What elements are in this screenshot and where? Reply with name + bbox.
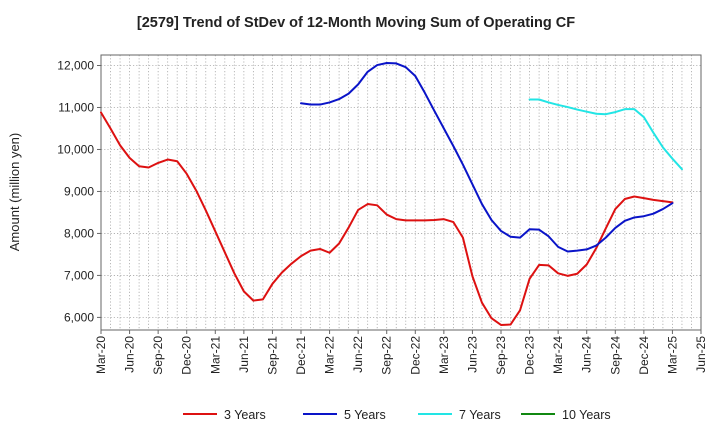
series-line-3-years — [100, 111, 674, 326]
x-tick-label: Dec-20 — [180, 336, 194, 375]
x-tick-label: Jun-20 — [123, 336, 137, 373]
x-tick-label: Sep-24 — [608, 336, 622, 375]
x-tick-label: Mar-24 — [551, 336, 565, 374]
x-tick-label: Jun-23 — [465, 336, 479, 373]
plot-frame — [100, 54, 702, 331]
x-tick-label: Mar-22 — [323, 336, 337, 374]
y-axis-label: Amount (million yen) — [7, 133, 22, 252]
x-tick-label: Sep-22 — [380, 336, 394, 375]
x-tick-label: Sep-20 — [151, 336, 165, 375]
x-tick-label: Dec-21 — [294, 336, 308, 375]
legend: 3 Years 5 Years 7 Years 10 Years — [183, 408, 611, 422]
y-axis-ticks: 6,000 7,000 8,000 9,000 10,000 11,000 12,000 — [57, 58, 101, 324]
y-tick-label: 10,000 — [57, 142, 94, 156]
x-tick-label: Mar-25 — [665, 336, 679, 374]
x-tick-label: Sep-21 — [265, 336, 279, 375]
x-tick-label: Dec-22 — [408, 336, 422, 375]
legend-label-5-years: 5 Years — [344, 408, 386, 422]
x-tick-label: Dec-23 — [523, 336, 537, 375]
x-tick-label: Mar-21 — [208, 336, 222, 374]
y-tick-label: 11,000 — [58, 100, 94, 114]
legend-label-3-years: 3 Years — [224, 408, 266, 422]
x-tick-label: Dec-24 — [637, 336, 651, 375]
x-tick-label: Jun-24 — [580, 336, 594, 373]
series-line-5-years — [300, 61, 674, 253]
x-tick-label: Sep-23 — [494, 336, 508, 375]
legend-label-7-years: 7 Years — [459, 408, 501, 422]
x-tick-label: Mar-23 — [437, 336, 451, 374]
x-tick-label: Jun-21 — [237, 336, 251, 373]
y-tick-label: 6,000 — [64, 310, 94, 324]
x-tick-label: Jun-25 — [694, 336, 708, 373]
y-tick-label: 8,000 — [64, 226, 94, 240]
series-line-7-years — [528, 98, 683, 171]
y-tick-label: 7,000 — [64, 268, 94, 282]
y-tick-label: 9,000 — [64, 184, 94, 198]
x-tick-label: Jun-22 — [351, 336, 365, 373]
chart-title: [2579] Trend of StDev of 12-Month Moving… — [137, 15, 575, 31]
legend-label-10-years: 10 Years — [562, 408, 611, 422]
y-tick-label: 12,000 — [57, 58, 94, 72]
grid — [101, 55, 701, 330]
series-lines — [100, 61, 683, 326]
x-axis-ticks: Mar-20 Jun-20 Sep-20 Dec-20 Mar-21 Jun-21 Sep-… — [94, 330, 708, 375]
x-tick-label: Mar-20 — [94, 336, 108, 374]
